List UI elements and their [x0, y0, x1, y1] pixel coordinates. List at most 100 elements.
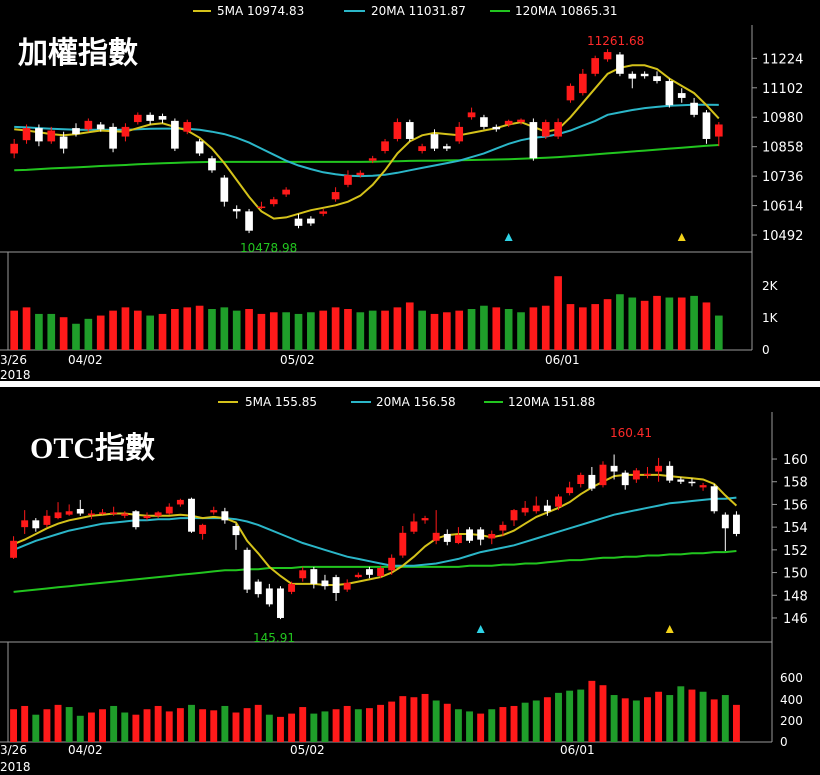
volume-bar	[344, 309, 352, 350]
volume-bar	[430, 313, 439, 350]
volume-bar	[365, 708, 373, 742]
candle-body	[176, 499, 184, 505]
low-price-label: 145.91	[253, 631, 295, 645]
candle-body	[210, 510, 218, 513]
candle-body	[432, 532, 440, 541]
candle-body	[76, 508, 84, 514]
low-price-label: 10478.98	[240, 241, 297, 255]
volume-bar	[132, 714, 140, 742]
candle-body	[121, 513, 129, 516]
yellow-signal-marker	[665, 625, 674, 633]
candle-body	[443, 533, 451, 542]
candle-body	[199, 524, 207, 534]
candle-body	[54, 512, 62, 519]
candle-body	[165, 506, 173, 514]
candle-body	[220, 177, 229, 202]
candle-body	[254, 581, 262, 595]
candle-body	[299, 570, 307, 579]
vol-tick-label: 2K	[762, 279, 779, 293]
candle-body	[666, 465, 674, 481]
x-tick-label: 04/02	[68, 353, 103, 367]
volume-bar	[299, 707, 307, 742]
x-tick-label: 06/01	[560, 743, 595, 757]
volume-bar	[99, 709, 106, 742]
candle-body	[221, 511, 229, 521]
high-price-label: 160.41	[610, 426, 652, 440]
candle-body	[343, 582, 351, 590]
volume-bar	[377, 704, 385, 742]
x-tick-label: 04/02	[68, 743, 103, 757]
volume-bar	[331, 307, 340, 350]
candle-body	[517, 119, 525, 123]
ma20-line	[13, 496, 737, 567]
candle-body	[232, 208, 241, 212]
candle-body	[543, 505, 551, 512]
volume-bar	[332, 709, 340, 742]
candle-body	[269, 199, 278, 205]
volume-bar	[343, 705, 351, 742]
volume-bar	[199, 709, 207, 742]
volume-bar	[443, 703, 451, 742]
candle-body	[714, 124, 723, 137]
candle-body	[310, 569, 318, 584]
volume-bar	[21, 705, 29, 742]
volume-bar	[616, 294, 624, 350]
candle-body	[710, 486, 718, 512]
candle-body	[87, 513, 95, 516]
x-tick-label: 3/26	[0, 743, 27, 757]
candle-body	[504, 120, 513, 125]
volume-bar	[158, 313, 167, 350]
vol-tick-label: 0	[762, 343, 770, 357]
candle-body	[99, 512, 106, 514]
candle-body	[521, 507, 529, 513]
volume-bar	[96, 315, 105, 350]
candle-body	[393, 122, 402, 139]
candle-body	[455, 126, 464, 142]
volume-bar	[610, 695, 618, 742]
volume-bar	[521, 702, 529, 742]
volume-bar	[243, 708, 251, 742]
volume-bar	[399, 696, 407, 742]
candle-body	[377, 568, 385, 576]
candle-body	[47, 130, 56, 142]
volume-bar	[87, 712, 95, 742]
candle-body	[110, 512, 118, 514]
volume-bar	[232, 712, 240, 742]
volume-bar	[288, 713, 296, 742]
candle-body	[421, 518, 429, 521]
candle-body	[418, 146, 426, 152]
legend-120ma: 120MA 10865.31	[515, 4, 618, 18]
candle-body	[554, 122, 562, 137]
candle-body	[499, 524, 507, 531]
volume-bar	[421, 693, 429, 742]
volume-bar	[65, 707, 73, 742]
candle-body	[477, 529, 485, 540]
candle-body	[257, 206, 266, 209]
y-tick-label: 160	[783, 453, 808, 468]
volume-bar	[566, 304, 575, 350]
candle-body	[121, 126, 130, 137]
x-year-label: 2018	[0, 368, 31, 381]
candle-body	[109, 126, 117, 149]
volume-bar	[143, 709, 151, 742]
volume-bar	[566, 690, 574, 742]
volume-bar	[388, 701, 396, 742]
volume-bar	[32, 714, 40, 742]
y-tick-label: 10980	[762, 111, 803, 126]
candle-body	[143, 515, 151, 519]
volume-bar	[188, 704, 195, 742]
candle-body	[688, 481, 696, 484]
ma120-line	[14, 144, 719, 172]
candle-body	[84, 120, 93, 130]
candle-body	[702, 112, 711, 139]
candle-body	[405, 122, 414, 139]
volume-bar	[356, 312, 365, 350]
volume-bar	[220, 307, 229, 350]
y-tick-label: 148	[783, 589, 808, 604]
volume-bar	[488, 709, 496, 742]
volume-bar	[109, 310, 117, 350]
volume-bar	[541, 305, 550, 350]
candle-body	[529, 122, 538, 159]
volume-bar	[410, 697, 418, 742]
volume-bar	[702, 302, 711, 350]
